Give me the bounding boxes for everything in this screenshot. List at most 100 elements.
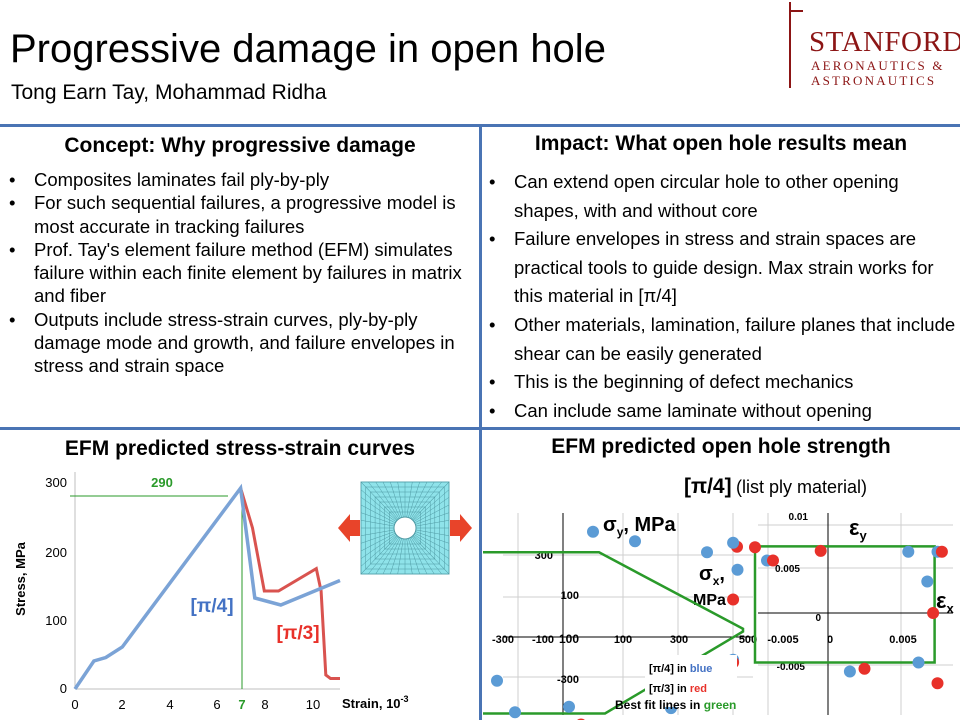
mesh-line <box>415 529 450 536</box>
peak-label: 290 <box>151 475 173 490</box>
mesh-line <box>360 529 395 536</box>
mesh-ring <box>384 506 426 550</box>
concept-bullet: Outputs include stress-strain curves, pl… <box>3 308 477 378</box>
mesh-line <box>415 512 450 525</box>
mesh-line <box>360 489 397 521</box>
y-axis-title: Stress, MPa <box>13 541 28 615</box>
data-point-pi4 <box>509 706 521 719</box>
y-tick-label: 300 <box>45 475 67 490</box>
impact-bullet: This is the beginning of defect mechanic… <box>483 368 958 397</box>
data-point-pi3 <box>749 541 761 554</box>
stress-x-tick-label: -100 <box>532 634 554 646</box>
logo-tick <box>789 10 803 12</box>
series-label-pi3: [π/3] <box>276 623 319 644</box>
data-point-pi3 <box>927 607 940 619</box>
subtitle-laminate: [π/4] <box>684 475 732 498</box>
stress-strain-heading: EFM predicted stress-strain curves <box>64 437 416 460</box>
y-tick-label: 200 <box>45 545 67 560</box>
x-tick-label: 10 <box>306 697 320 712</box>
strain-y-tick-label: 0.01 <box>789 512 809 523</box>
mesh-line <box>360 497 397 522</box>
data-point-pi3 <box>767 554 779 567</box>
mesh-line <box>410 537 435 575</box>
open-hole <box>393 516 417 540</box>
mesh-line <box>368 481 399 520</box>
stress-center-label: 100 <box>559 632 579 646</box>
strain-x-tick-label: 0.005 <box>889 634 917 646</box>
mesh-ring <box>389 511 421 545</box>
mesh-line <box>413 497 450 522</box>
page-title: Progressive damage in open hole <box>10 27 606 71</box>
series-line-pi3 <box>239 487 340 680</box>
strength-subtitle: [π/4] (list ply material) <box>684 474 867 502</box>
logo-line3: ASTRONAUTICS <box>811 73 937 88</box>
logo-line2: AERONAUTICS & <box>811 58 945 73</box>
x-axis-title: Strain, 10-3 <box>342 694 409 711</box>
stress-y-tick-label: -300 <box>557 674 579 686</box>
stress-x-axis-title: σx, <box>699 563 725 588</box>
impact-list: Can extend open circular hole to other o… <box>483 168 958 425</box>
stress-x-tick-label: 300 <box>670 634 688 646</box>
x-tick-label: 8 <box>261 697 268 712</box>
stress-strain-chart: 300 200 100 0 0 2 4 6 7 8 10 Stress, MPa… <box>13 472 409 712</box>
mesh-ring <box>379 501 431 555</box>
stress-y-axis-title: σy, MPa <box>603 514 676 539</box>
concept-list: Composites laminates fail ply-by-ply For… <box>3 168 477 378</box>
mesh-line <box>414 504 450 524</box>
mesh-line <box>397 481 404 518</box>
stress-x-tick-label: 100 <box>614 634 632 646</box>
stress-legend-box <box>645 655 737 707</box>
x-tick-label: 4 <box>166 697 173 712</box>
arrow-left-icon <box>338 514 350 542</box>
data-point-pi3 <box>858 662 871 675</box>
mesh-line <box>413 535 450 567</box>
stress-y-tick-label: 100 <box>561 590 579 602</box>
series-label-pi4: [π/4] <box>190 596 233 617</box>
mesh-ring <box>370 491 440 565</box>
x-tick-label-highlight: 7 <box>238 697 245 712</box>
impact-bullet: Failure envelopes in stress and strain s… <box>483 225 958 311</box>
authors: Tong Earn Tay, Mohammad Ridha <box>11 81 327 104</box>
legend-pi3: [π/3] in red <box>649 683 707 695</box>
strain-y-axis-title: εy <box>849 515 867 543</box>
mesh-line <box>360 535 398 575</box>
failure-envelope-charts: σy, MPa σx, MPa 300 100 -300 -300 -100 1… <box>483 512 954 720</box>
data-point-pi4 <box>902 545 915 558</box>
mesh-line <box>360 535 397 567</box>
x-tick-label: 6 <box>213 697 220 712</box>
data-point-pi4 <box>727 536 740 549</box>
data-point-pi4 <box>843 665 856 678</box>
series-line-pi4 <box>73 483 341 690</box>
y-tick-label: 0 <box>60 681 67 696</box>
mesh-line <box>360 481 398 521</box>
impact-bullet: Can extend open circular hole to other o… <box>483 168 958 225</box>
divider-vertical <box>479 124 482 720</box>
strain-x-tick-label: -0.005 <box>767 634 798 646</box>
mesh-ring <box>365 486 445 570</box>
mesh-line <box>412 481 450 521</box>
concept-bullet: For such sequential failures, a progress… <box>3 191 477 238</box>
logo-vertical-bar <box>789 2 791 88</box>
mesh-line <box>414 532 450 552</box>
mesh-illustration <box>338 481 472 575</box>
subtitle-note: (list ply material) <box>736 477 868 497</box>
mesh-line <box>390 481 402 518</box>
strain-x-axis-title: εx <box>936 588 954 616</box>
mesh-line <box>408 481 420 518</box>
stress-x-axis-unit: MPa <box>693 592 726 609</box>
mesh-line <box>360 534 397 559</box>
strength-heading: EFM predicted open hole strength <box>551 435 891 458</box>
best-fit-line <box>483 551 745 715</box>
arrow-right-shaft <box>450 520 460 536</box>
mesh-line <box>415 520 450 527</box>
mesh-line <box>408 538 420 575</box>
legend-best-fit: Best fit lines in green <box>615 698 736 712</box>
impact-bullet: Can include same laminate without openin… <box>483 397 958 426</box>
mesh-line <box>410 481 435 519</box>
strain-y-tick-label: 0 <box>815 613 821 624</box>
data-point-pi3 <box>935 545 948 558</box>
arrow-left-shaft <box>350 520 360 536</box>
mesh-ring <box>374 496 436 560</box>
data-point-pi4 <box>629 535 641 548</box>
x-tick-label: 0 <box>71 697 78 712</box>
